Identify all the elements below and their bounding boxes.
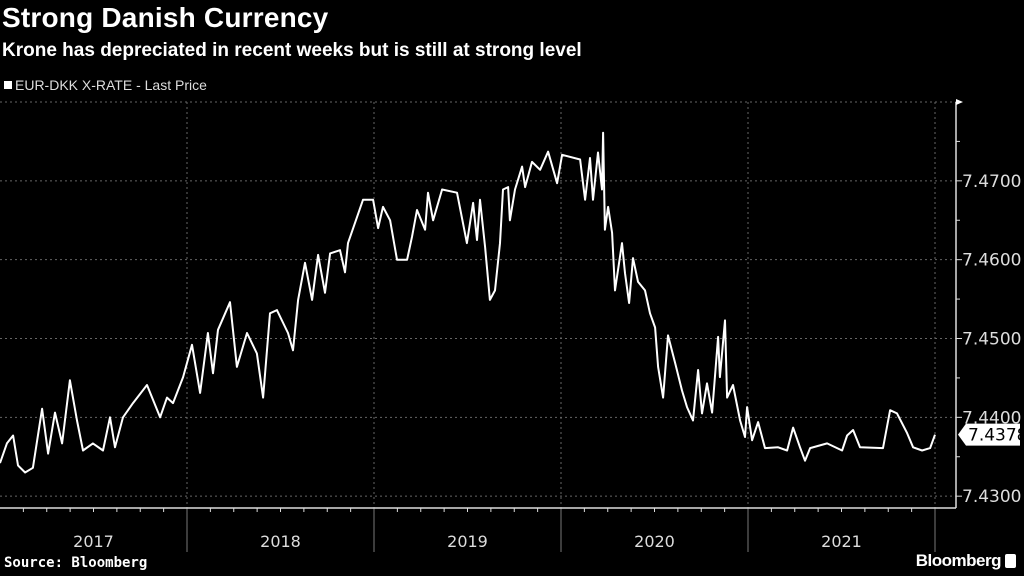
y-axis-arrow-icon (956, 99, 963, 105)
tick-labels: 7.4300 7.4400 7.4500 7.4600 7.4700 2017 2018 20… (73, 172, 1021, 551)
x-tick-label: 2019 (447, 532, 488, 551)
bloomberg-logo: Bloomberg (916, 551, 1016, 571)
legend-swatch-icon (4, 81, 12, 89)
last-value-label: 7.4378 (968, 426, 1024, 446)
legend-label: EUR-DKK X-RATE - Last Price (15, 77, 207, 93)
x-tick-label: 2018 (260, 532, 301, 551)
x-tick-label: 2021 (821, 532, 862, 551)
logo-text: Bloomberg (915, 551, 1002, 570)
source-note: Source: Bloomberg (4, 555, 148, 571)
chart-title: Strong Danish Currency (2, 2, 329, 33)
x-tick-label: 2017 (73, 532, 114, 551)
legend: EUR-DKK X-RATE - Last Price (4, 77, 207, 93)
axes (0, 99, 963, 552)
last-value-marker: 7.4378 (958, 423, 1024, 446)
gridlines (0, 101, 956, 508)
y-tick-label: 7.4500 (962, 330, 1021, 350)
y-tick-label: 7.4300 (962, 487, 1021, 507)
series-line-eur-dkk (0, 131, 936, 474)
y-tick-label: 7.4400 (962, 408, 1021, 428)
bloomberg-terminal-icon (1005, 554, 1016, 568)
chart-subtitle: Krone has depreciated in recent weeks bu… (2, 40, 582, 61)
x-tick-label: 2020 (634, 532, 675, 551)
y-tick-label: 7.4600 (962, 251, 1021, 271)
y-tick-label: 7.4700 (962, 172, 1021, 192)
last-value-tag (958, 423, 1020, 446)
